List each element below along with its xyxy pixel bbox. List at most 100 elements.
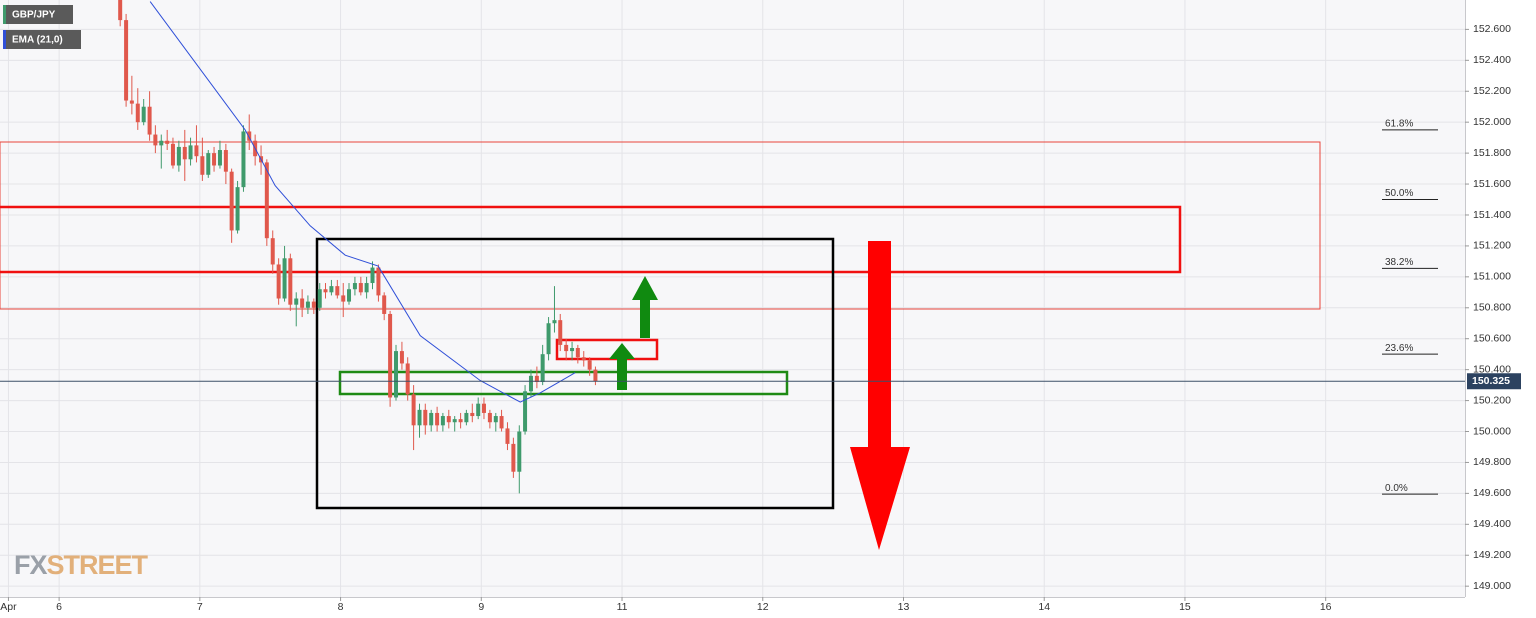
y-tick-label: 150.600 bbox=[1473, 332, 1511, 344]
candle-body bbox=[153, 134, 158, 146]
candle-body bbox=[476, 403, 481, 417]
candle-body bbox=[282, 258, 287, 299]
plot-background bbox=[0, 0, 1466, 597]
y-tick-label: 149.000 bbox=[1473, 580, 1511, 592]
y-tick-label: 150.800 bbox=[1473, 302, 1511, 314]
y-tick-label: 149.200 bbox=[1473, 549, 1511, 561]
legend-label: GBP/JPY bbox=[12, 10, 56, 21]
x-tick-label: Apr bbox=[0, 601, 17, 613]
candle-body bbox=[300, 298, 305, 308]
candle-body bbox=[534, 375, 539, 383]
candle-body bbox=[523, 391, 528, 432]
candle-body bbox=[341, 295, 346, 302]
legend-box bbox=[3, 30, 81, 49]
candle-body bbox=[347, 289, 352, 302]
candle-body bbox=[517, 431, 522, 472]
fib-label: 0.0% bbox=[1385, 483, 1408, 494]
candle-body bbox=[212, 153, 217, 166]
x-tick-label: 16 bbox=[1320, 601, 1332, 613]
candle-body bbox=[376, 267, 381, 296]
candle-body bbox=[388, 313, 393, 398]
up-arrow bbox=[609, 343, 635, 390]
y-tick-label: 149.400 bbox=[1473, 518, 1511, 530]
x-tick-label: 14 bbox=[1038, 601, 1050, 613]
x-tick-label: 8 bbox=[338, 601, 344, 613]
candle-body bbox=[358, 283, 363, 293]
candle-body bbox=[470, 412, 475, 417]
down-arrow bbox=[850, 241, 910, 550]
grid bbox=[0, 0, 1465, 597]
candle-body bbox=[581, 357, 586, 361]
candle-body bbox=[317, 289, 322, 308]
candle-body bbox=[511, 443, 516, 472]
watermark: FXSTREET bbox=[14, 550, 149, 580]
candle-body bbox=[546, 323, 551, 355]
candle-body bbox=[305, 301, 310, 308]
candle-body bbox=[170, 143, 175, 166]
x-tick-label: 6 bbox=[56, 601, 62, 613]
watermark-prefix: FX bbox=[14, 550, 47, 580]
legend: GBP/JPY EMA (21,0) bbox=[3, 5, 81, 49]
candle-body bbox=[270, 238, 275, 265]
candle-body bbox=[446, 416, 451, 423]
candle-body bbox=[118, 0, 123, 21]
candle-body bbox=[294, 298, 299, 305]
fib-label: 61.8% bbox=[1385, 119, 1413, 130]
x-tick-label: 9 bbox=[478, 601, 484, 613]
y-tick-label: 151.800 bbox=[1473, 147, 1511, 159]
y-tick-label: 151.000 bbox=[1473, 271, 1511, 283]
fib-label: 38.2% bbox=[1385, 257, 1413, 268]
y-tick-label: 151.200 bbox=[1473, 240, 1511, 252]
candle-body bbox=[352, 283, 357, 290]
y-tick-label: 150.200 bbox=[1473, 394, 1511, 406]
candle-body bbox=[435, 412, 440, 426]
candle-body bbox=[217, 150, 222, 166]
x-tick-label: 7 bbox=[197, 601, 203, 613]
candle-body bbox=[247, 131, 252, 141]
candle-body bbox=[241, 131, 246, 188]
candle-body bbox=[481, 403, 486, 413]
resistance-box bbox=[555, 338, 659, 361]
y-tick-label: 150.000 bbox=[1473, 425, 1511, 437]
last-price-box bbox=[1467, 373, 1521, 390]
candle-body bbox=[370, 267, 375, 284]
candle-body bbox=[382, 295, 387, 314]
candle-body bbox=[165, 140, 170, 144]
candle-body bbox=[399, 351, 404, 364]
candle-body bbox=[129, 100, 134, 104]
y-tick-label: 149.600 bbox=[1473, 487, 1511, 499]
candle-body bbox=[570, 347, 575, 352]
candle-body bbox=[147, 106, 152, 135]
candle-body bbox=[176, 146, 181, 166]
candle-body bbox=[311, 301, 316, 308]
overlays bbox=[0, 141, 1321, 550]
candle-body bbox=[429, 412, 434, 426]
candle-body bbox=[264, 162, 269, 239]
candle-body bbox=[188, 145, 193, 160]
candle-body bbox=[276, 264, 281, 299]
candle-body bbox=[440, 416, 445, 426]
y-tick-label: 152.400 bbox=[1473, 54, 1511, 66]
candle-body bbox=[417, 409, 422, 426]
candle-body bbox=[288, 258, 293, 305]
candle-body bbox=[229, 171, 234, 231]
range-box bbox=[315, 237, 835, 510]
candle-body bbox=[135, 103, 140, 123]
fib-label: 50.0% bbox=[1385, 188, 1413, 199]
candle-body bbox=[405, 363, 410, 395]
candle-body bbox=[411, 394, 416, 426]
y-tick-label: 152.600 bbox=[1473, 23, 1511, 35]
y-tick-label: 151.400 bbox=[1473, 209, 1511, 221]
marks bbox=[118, 0, 598, 494]
candle-body bbox=[394, 351, 399, 398]
legend-box bbox=[3, 5, 73, 24]
candle-body bbox=[335, 286, 340, 296]
x-tick-label: 12 bbox=[757, 601, 769, 613]
ema-line bbox=[149, 1, 576, 403]
candle-body bbox=[200, 156, 205, 175]
candle-body bbox=[558, 320, 563, 345]
candle-body bbox=[159, 140, 164, 146]
candle-body bbox=[493, 416, 498, 423]
fib-label: 23.6% bbox=[1385, 343, 1413, 354]
